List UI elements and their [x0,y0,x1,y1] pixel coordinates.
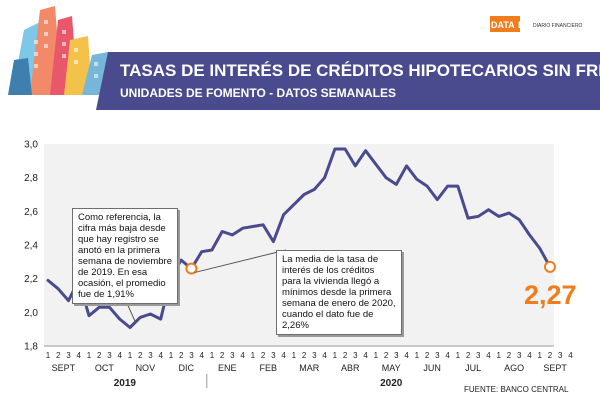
highlight-point [185,262,198,275]
week-tick-label: 3 [394,351,399,360]
week-tick-label: 2 [138,351,143,360]
last-value-label: 2,27 [524,280,577,310]
week-tick-label: 1 [374,351,379,360]
week-tick-label: 4 [158,351,163,360]
week-tick-label: 4 [404,351,409,360]
year-tick-label: 2019 [114,378,137,389]
week-tick-label: 4 [77,351,82,360]
week-tick-label: 1 [333,351,338,360]
week-tick-label: 2 [466,351,471,360]
week-tick-label: 4 [117,351,122,360]
week-tick-label: 4 [240,351,245,360]
month-tick-label: ABR [341,363,360,373]
series-interest-rate [46,147,552,329]
week-tick-label: 1 [87,351,92,360]
week-tick-label: 2 [179,351,184,360]
week-tick-label: 2 [302,351,307,360]
y-tick-label: 3,0 [24,140,38,151]
week-tick-label: 4 [322,351,327,360]
week-tick-label: 4 [527,351,532,360]
year-tick-label: 2020 [380,378,403,389]
month-tick-label: FEB [260,363,278,373]
y-tick-label: 2,4 [24,241,38,252]
week-tick-label: 1 [456,351,461,360]
week-tick-label: 3 [312,351,317,360]
month-tick-label: DIC [179,363,195,373]
month-tick-label: JUL [465,363,481,373]
week-tick-label: 2 [384,351,389,360]
highlight-point [544,260,556,273]
source-note: FUENTE: BANCO CENTRAL [464,385,569,394]
week-tick-label: 1 [46,351,51,360]
y-tick-label: 2,0 [24,308,38,319]
week-tick-label: 4 [568,351,573,360]
month-tick-label: SEPT [543,363,567,373]
week-tick-label: 4 [445,351,450,360]
week-tick-label: 1 [169,351,174,360]
header-banner: TASAS DE INTERÉS DE CRÉDITOS HIPOTECARIO… [8,6,600,110]
chart-title: TASAS DE INTERÉS DE CRÉDITOS HIPOTECARIO… [120,61,600,80]
week-tick-label: 2 [548,351,553,360]
week-tick-label: 2 [97,351,102,360]
month-tick-label: SEPT [52,363,76,373]
week-tick-label: 3 [353,351,358,360]
week-tick-label: 2 [261,351,266,360]
week-tick-label: 2 [56,351,61,360]
brand-logo: DATA DF DIARIO FINANCIERO [490,16,583,32]
week-tick-label: 3 [107,351,112,360]
week-tick-label: 3 [189,351,194,360]
y-tick-label: 2,6 [24,207,38,218]
series-line [46,147,552,329]
week-tick-label: 4 [199,351,204,360]
week-tick-label: 2 [343,351,348,360]
week-tick-label: 3 [66,351,71,360]
week-tick-label: 1 [292,351,297,360]
week-tick-label: 1 [497,351,502,360]
buildings-illustration [8,6,112,95]
week-tick-label: 3 [230,351,235,360]
week-tick-label: 4 [486,351,491,360]
logo-text-name: DIARIO FINANCIERO [533,23,583,29]
week-tick-label: 1 [251,351,256,360]
week-tick-label: 3 [476,351,481,360]
y-tick-label: 2,2 [24,274,38,285]
week-tick-label: 2 [425,351,430,360]
month-tick-label: MAR [299,363,320,373]
week-tick-label: 3 [271,351,276,360]
week-tick-label: 2 [220,351,225,360]
month-tick-label: JUN [423,363,441,373]
month-tick-label: OCT [95,363,115,373]
week-tick-label: 1 [415,351,420,360]
month-tick-label: AGO [504,363,524,373]
week-tick-label: 2 [507,351,512,360]
week-tick-label: 1 [210,351,215,360]
annotation-2019: Como referencia, la cifra más baja desde… [72,208,178,304]
logo-text-data: DATA [491,20,515,30]
logo-text-df: DF [518,20,530,30]
month-tick-label: NOV [136,363,156,373]
annotation-2020: La media de la tasa de interés de los cr… [276,250,402,335]
week-tick-label: 1 [128,351,133,360]
y-axis: 1,8 2,0 2,2 2,4 2,6 2,8 3,0 [24,140,38,353]
highlight-markers [119,249,556,324]
annotation-2020-leader [194,249,287,274]
week-tick-label: 3 [148,351,153,360]
week-tick-label: 3 [517,351,522,360]
week-tick-label: 3 [558,351,563,360]
chart-subtitle: UNIDADES DE FOMENTO - DATOS SEMANALES [120,86,396,100]
week-tick-label: 4 [363,351,368,360]
y-tick-label: 2,8 [24,173,38,184]
week-tick-label: 4 [281,351,286,360]
week-tick-label: 3 [435,351,440,360]
title-band [96,52,600,110]
month-tick-label: ENE [218,363,237,373]
week-tick-label: 1 [538,351,543,360]
y-tick-label: 1,8 [24,342,38,353]
month-tick-label: MAY [382,363,401,373]
